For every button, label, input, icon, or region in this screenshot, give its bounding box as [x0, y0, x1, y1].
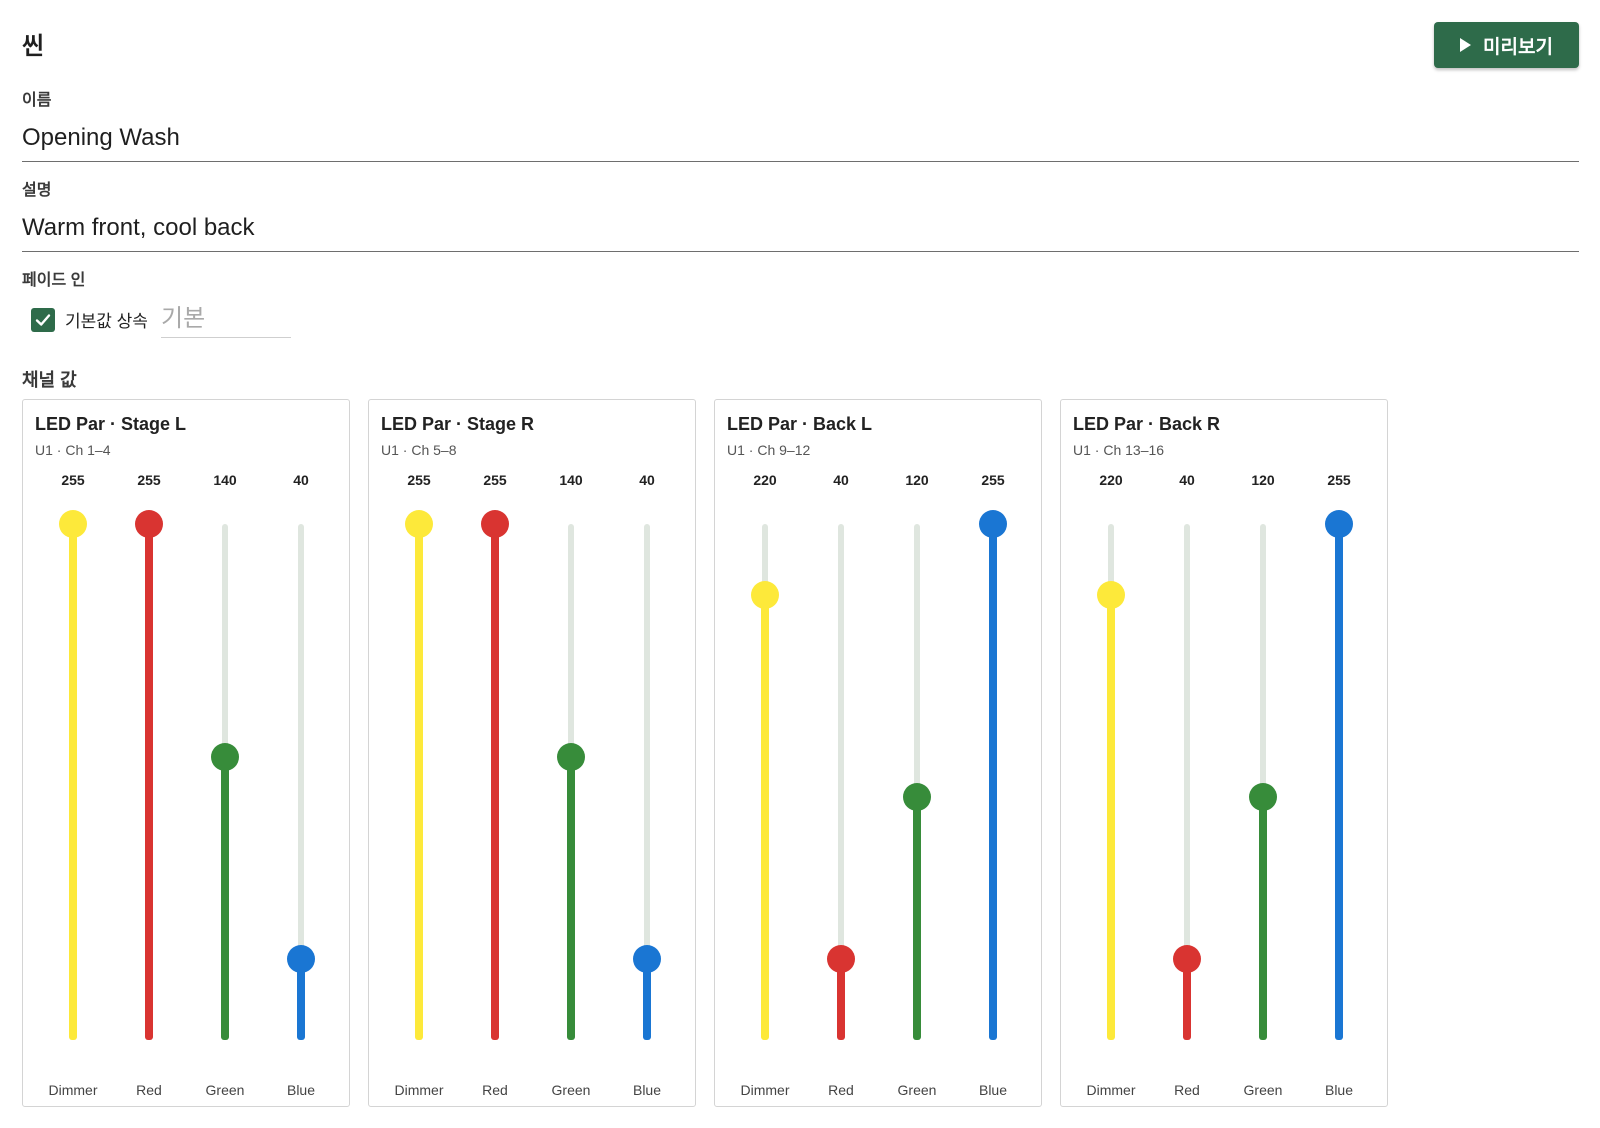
- dimmer-value: 220: [1099, 472, 1123, 488]
- green-label: Green: [897, 1082, 937, 1098]
- fixture-card: LED Par · Back L U1 · Ch 9–12 220 Dimmer 40 R…: [714, 399, 1042, 1107]
- blue-label: Blue: [978, 1082, 1008, 1098]
- red-value: 255: [137, 472, 161, 488]
- blue-slider-fill: [1335, 524, 1343, 1040]
- green-slider-fill: [913, 797, 921, 1040]
- description-value: Warm front, cool back: [22, 213, 255, 241]
- fixture-card: LED Par · Stage L U1 · Ch 1–4 255 Dimmer 255…: [22, 399, 350, 1107]
- blue-label: Blue: [286, 1082, 316, 1098]
- dimmer-label: Dimmer: [1086, 1082, 1136, 1098]
- fade-in-input[interactable]: 기본: [161, 294, 291, 338]
- preview-button[interactable]: 미리보기: [1434, 22, 1579, 68]
- green-slider-fill: [567, 756, 575, 1040]
- fixture-name: LED Par · Stage L: [35, 414, 187, 434]
- blue-slider-fill: [297, 959, 305, 1040]
- fixture-card: LED Par · Back R U1 · Ch 13–16 220 Dimmer 40…: [1060, 399, 1388, 1107]
- fixture-address: U1 · Ch 1–4: [35, 442, 111, 458]
- green-slider-thumb[interactable]: [557, 742, 585, 771]
- blue-slider-thumb[interactable]: [633, 945, 661, 974]
- dimmer-label: Dimmer: [48, 1082, 98, 1098]
- dimmer-value: 220: [753, 472, 777, 488]
- red-slider-thumb[interactable]: [135, 510, 163, 538]
- red-slider-fill: [837, 959, 845, 1040]
- green-slider-thumb[interactable]: [1249, 783, 1277, 812]
- red-slider-track[interactable]: [1184, 524, 1190, 1040]
- green-label: Green: [205, 1082, 245, 1098]
- dimmer-slider-thumb[interactable]: [751, 580, 779, 609]
- red-value: 255: [483, 472, 507, 488]
- red-slider-fill: [491, 524, 499, 1040]
- dimmer-label: Dimmer: [740, 1082, 790, 1098]
- red-slider-fill: [1183, 959, 1191, 1040]
- fixture-name: LED Par · Stage R: [381, 414, 535, 434]
- dimmer-slider-thumb[interactable]: [1097, 580, 1125, 609]
- fade-in-placeholder: 기본: [161, 305, 206, 332]
- blue-value: 40: [293, 472, 309, 488]
- dimmer-slider-thumb[interactable]: [405, 510, 433, 538]
- inherit-default-label: 기본값 상속: [65, 312, 148, 331]
- blue-label: Blue: [632, 1082, 662, 1098]
- green-value: 120: [1251, 472, 1275, 488]
- blue-value: 255: [981, 472, 1005, 488]
- dimmer-slider-fill: [1107, 594, 1115, 1040]
- green-slider-track[interactable]: [1260, 524, 1266, 1040]
- dimmer-slider-fill: [415, 524, 423, 1040]
- dimmer-value: 255: [61, 472, 85, 488]
- red-slider-thumb[interactable]: [1173, 945, 1201, 974]
- fixture-name: LED Par · Back R: [1073, 414, 1221, 434]
- green-slider-fill: [1259, 797, 1267, 1040]
- blue-slider-track[interactable]: [298, 524, 304, 1040]
- description-field[interactable]: Warm front, cool back: [22, 204, 1579, 252]
- blue-slider-thumb[interactable]: [287, 945, 315, 974]
- blue-slider-track[interactable]: [644, 524, 650, 1040]
- fixture-address: U1 · Ch 5–8: [381, 442, 457, 458]
- play-icon: [1460, 38, 1472, 52]
- red-label: Red: [1174, 1082, 1200, 1098]
- green-label: Green: [1243, 1082, 1283, 1098]
- blue-slider-thumb[interactable]: [1325, 510, 1353, 538]
- preview-button-label: 미리보기: [1483, 36, 1553, 58]
- red-value: 40: [833, 472, 849, 488]
- blue-slider-thumb[interactable]: [979, 510, 1007, 538]
- red-slider-thumb[interactable]: [481, 510, 509, 538]
- dimmer-slider-fill: [69, 524, 77, 1040]
- red-slider-fill: [145, 524, 153, 1040]
- red-label: Red: [828, 1082, 854, 1098]
- red-slider-track[interactable]: [838, 524, 844, 1040]
- dimmer-value: 255: [407, 472, 431, 488]
- green-slider-fill: [221, 756, 229, 1040]
- blue-slider-fill: [643, 959, 651, 1040]
- name-value: Opening Wash: [22, 123, 180, 151]
- green-label: Green: [551, 1082, 591, 1098]
- name-field[interactable]: Opening Wash: [22, 114, 1579, 162]
- fade-in-label: 페이드 인: [22, 272, 86, 289]
- dimmer-slider-fill: [761, 594, 769, 1040]
- inherit-default-checkbox[interactable]: 기본값 상속: [31, 307, 148, 332]
- checkbox-checked-icon: [31, 307, 55, 332]
- green-value: 140: [213, 472, 237, 488]
- fixture-address: U1 · Ch 9–12: [727, 442, 811, 458]
- green-slider-track[interactable]: [914, 524, 920, 1040]
- green-slider-thumb[interactable]: [211, 742, 239, 771]
- red-label: Red: [136, 1082, 162, 1098]
- description-label: 설명: [22, 182, 52, 199]
- red-label: Red: [482, 1082, 508, 1098]
- dimmer-label: Dimmer: [394, 1082, 444, 1098]
- dimmer-slider-thumb[interactable]: [59, 510, 87, 538]
- fixture-address: U1 · Ch 13–16: [1073, 442, 1165, 458]
- red-value: 40: [1179, 472, 1195, 488]
- blue-label: Blue: [1324, 1082, 1354, 1098]
- page-title: 씬: [22, 33, 45, 60]
- blue-slider-fill: [989, 524, 997, 1040]
- green-slider-thumb[interactable]: [903, 783, 931, 812]
- fixture-card: LED Par · Stage R U1 · Ch 5–8 255 Dimmer 255…: [368, 399, 696, 1107]
- channel-values-label: 채널 값: [22, 370, 77, 390]
- green-value: 120: [905, 472, 929, 488]
- green-value: 140: [559, 472, 583, 488]
- fixture-name: LED Par · Back L: [727, 414, 873, 434]
- blue-value: 40: [639, 472, 655, 488]
- name-label: 이름: [22, 92, 52, 109]
- blue-value: 255: [1327, 472, 1351, 488]
- red-slider-thumb[interactable]: [827, 945, 855, 974]
